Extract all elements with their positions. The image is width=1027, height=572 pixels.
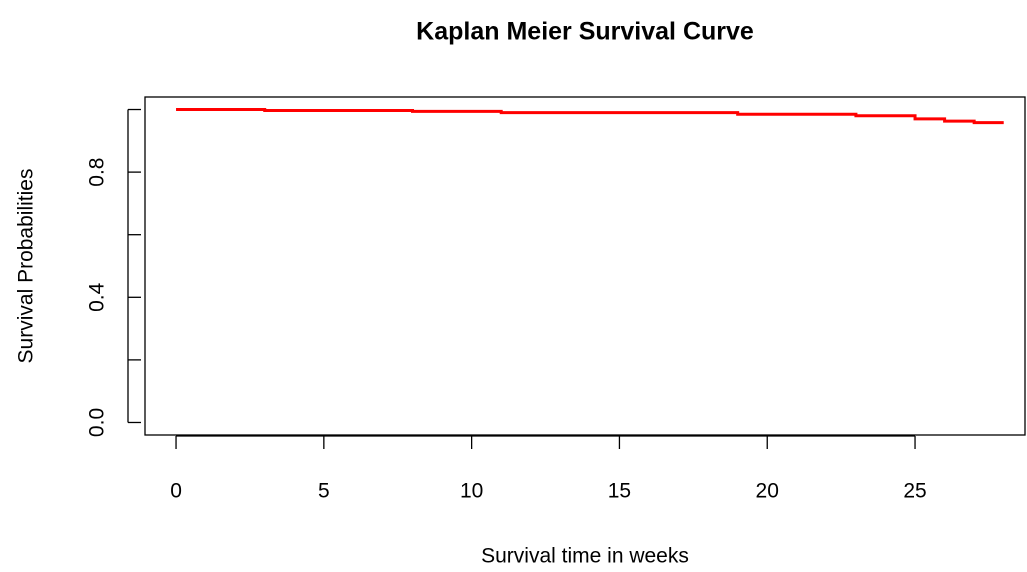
chart-title: Kaplan Meier Survival Curve	[416, 18, 754, 46]
x-tick-label: 25	[903, 480, 926, 503]
x-tick-label: 20	[756, 480, 779, 503]
y-axis-label: Survival Probabilities	[15, 169, 38, 364]
x-axis-label: Survival time in weeks	[481, 545, 689, 568]
y-tick-label: 0.0	[86, 408, 109, 437]
x-tick-label: 5	[318, 480, 330, 503]
x-tick-label: 15	[608, 480, 631, 503]
x-tick-label: 10	[460, 480, 483, 503]
plot-box	[144, 96, 1026, 436]
y-tick-label: 0.4	[86, 282, 109, 312]
x-tick-label: 0	[170, 480, 182, 503]
survival-curve	[176, 108, 1004, 125]
y-tick-label: 0.8	[86, 158, 109, 187]
